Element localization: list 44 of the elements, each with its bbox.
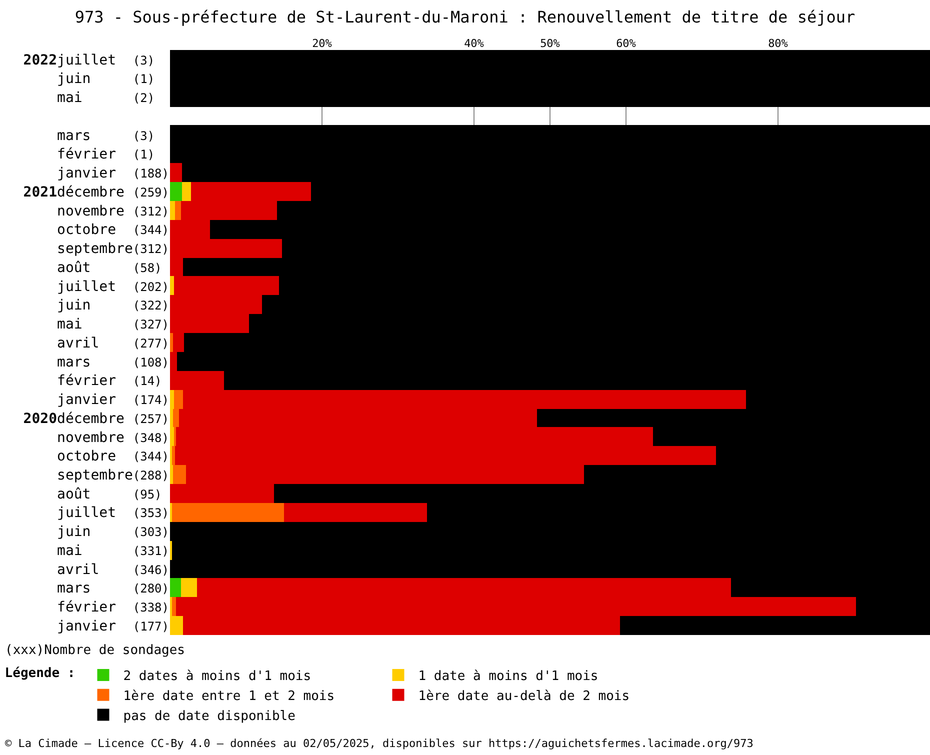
legend-label: 1ère date au-delà de 2 mois (418, 688, 630, 704)
category-label: juin (322) (57, 298, 169, 314)
legend-label: 1 date à moins d'1 mois (418, 669, 598, 684)
legend-label: 2 dates à moins d'1 mois (123, 669, 312, 684)
x-tick-label: 80% (768, 36, 788, 50)
y-tick-label: 2021décembre (259) (23, 184, 169, 200)
legend-label: pas de date disponible (123, 708, 296, 724)
chart-title: 973 - Sous-préfecture de St-Laurent-du-Maroni : Renouvellement de titre de séjour (74, 8, 856, 27)
category-label: février (338) (57, 600, 169, 616)
category-label: mars (108) (57, 354, 169, 370)
category-label: juillet (202) (57, 278, 169, 295)
y-tick-label: septembre(312) (23, 241, 169, 258)
category-label: mai (327) (57, 316, 169, 333)
y-tick-label: novembre (312) (23, 203, 169, 220)
category-label: octobre (344) (57, 448, 169, 465)
x-tick-label: 60% (616, 36, 636, 50)
category-label: juin (1) (57, 71, 155, 88)
category-label: janvier (174) (57, 392, 169, 408)
category-label: mai (2) (57, 90, 155, 106)
text: © La Cimade – Licence CC-By 4.0 – données au 02/05/2025, disponibles sur https://aguichetsfermes.lacimade.org/973 (5, 737, 754, 750)
category-label: 2022juillet (3) (23, 52, 155, 68)
x-tick-label: 40% (464, 36, 484, 50)
category-label: juillet (353) (57, 505, 169, 522)
category-label: avril (277) (57, 335, 169, 352)
x-tick-label: 50% (540, 36, 560, 50)
x-tick-label: 20% (312, 36, 332, 50)
category-label: août (58) (57, 260, 162, 276)
category-label: mai (331) (57, 542, 169, 559)
legend-label: 1ère date entre 1 et 2 mois (123, 688, 335, 704)
category-label: avril (346) (57, 562, 169, 578)
category-label: octobre (344) (57, 222, 169, 238)
category-label: février (1) (57, 146, 155, 163)
y-tick-label: septembre(288) (23, 468, 169, 484)
category-label: mars (280) (57, 580, 169, 597)
category-label: juin (303) (57, 524, 169, 540)
text: (xxx)Nombre de sondages (5, 643, 186, 658)
category-label: janvier (188) (57, 166, 169, 182)
y-tick-label: 2020décembre (257) (23, 410, 169, 427)
category-label: mars (3) (57, 128, 155, 144)
legend-title: Légende : (4, 666, 76, 681)
category-label: février (14) (57, 373, 162, 390)
category-label: janvier (177) (57, 618, 169, 634)
category-label: août (95) (57, 486, 162, 502)
y-tick-label: novembre (348) (23, 430, 169, 446)
